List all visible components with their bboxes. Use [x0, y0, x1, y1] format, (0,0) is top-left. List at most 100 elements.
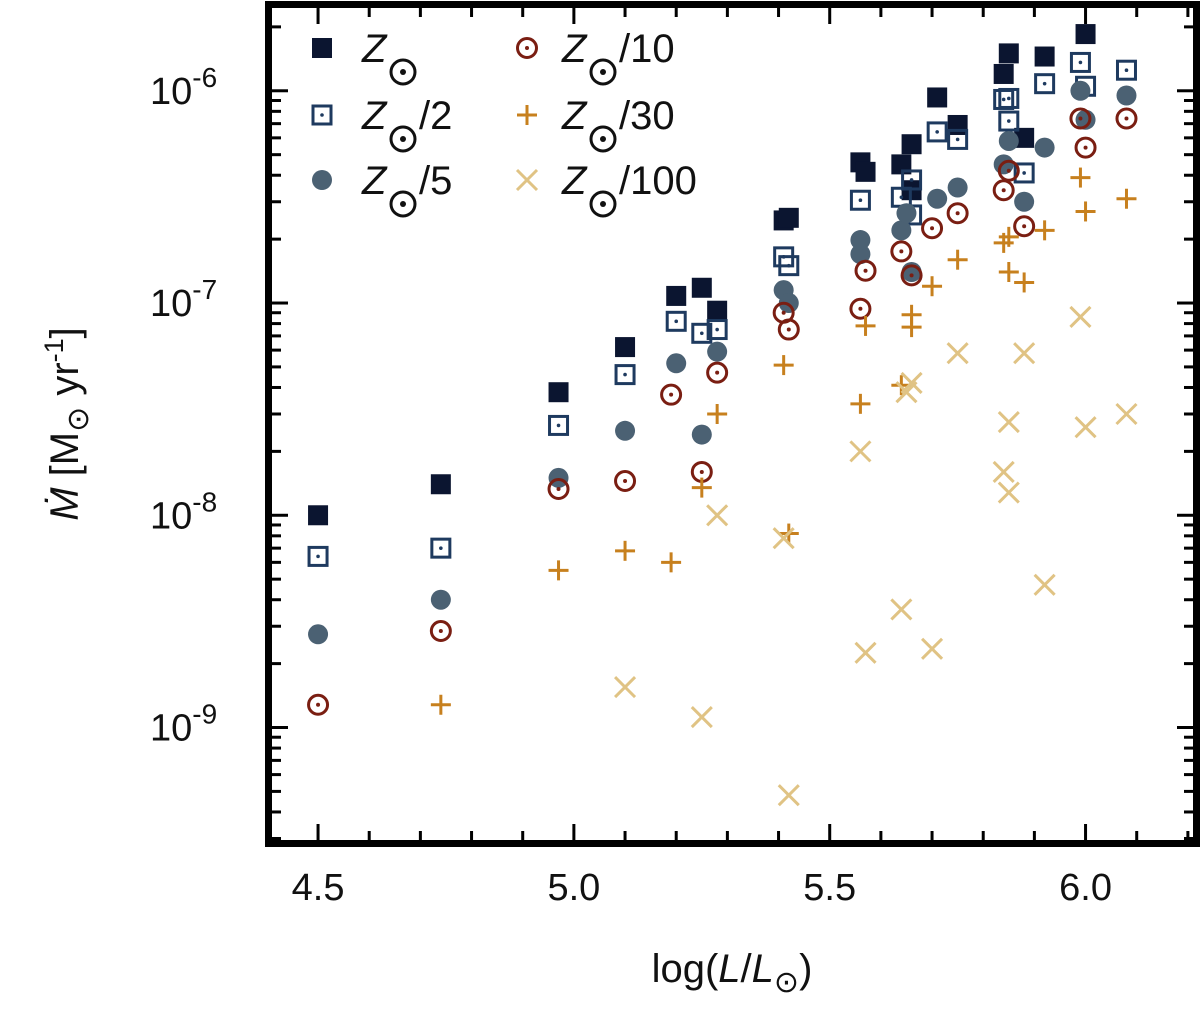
sun-symbol-dot [600, 69, 606, 75]
data-point [998, 87, 1020, 109]
data-point [308, 624, 329, 645]
data-point [998, 226, 1019, 247]
data-point [1013, 215, 1036, 238]
data-point [665, 310, 687, 332]
data-point [1075, 201, 1096, 222]
data-point [777, 318, 800, 341]
series-6 [613, 305, 1138, 807]
legend-marker [515, 168, 539, 192]
data-point [998, 110, 1020, 132]
data-point [666, 285, 687, 306]
data-point [998, 130, 1019, 151]
data-point [855, 161, 876, 182]
data-point [614, 470, 637, 493]
data-point [901, 304, 922, 325]
data-point [615, 337, 636, 358]
data-point [666, 353, 687, 374]
data-point [850, 393, 871, 414]
sun-symbol-icon [389, 190, 417, 218]
sun-symbol-dot [400, 69, 406, 75]
data-point [927, 87, 948, 108]
data-point [773, 355, 794, 376]
data-point [1069, 107, 1092, 130]
data-point [947, 177, 968, 198]
data-point [778, 255, 800, 277]
data-point [947, 114, 968, 135]
data-point [900, 371, 923, 395]
y-axis-title: Ṁ [M⊙ yr-1] [39, 327, 95, 521]
sun-symbol-icon [589, 190, 617, 218]
data-point [661, 552, 682, 573]
data-point [707, 341, 728, 362]
legend-label: Z [361, 27, 388, 71]
sun-symbol-dot [400, 201, 406, 207]
x-tick-label: 4.5 [292, 867, 345, 909]
y-tick-label: 10-8 [150, 486, 217, 537]
data-point [947, 249, 968, 270]
legend-marker [312, 170, 332, 190]
data-point [992, 179, 1015, 202]
data-point [1013, 342, 1036, 365]
axis-labels: 4.5 5.0 5.5 6.0 10-9 10-8 10-7 10-6 [150, 62, 1112, 909]
sun-symbol-icon [389, 125, 417, 153]
data-point [1070, 167, 1091, 188]
data-point [891, 154, 912, 175]
y-tick-label: 10-7 [150, 274, 217, 325]
legend-label-suffix: /5 [419, 159, 452, 203]
data-point [615, 420, 636, 441]
data-point [691, 277, 712, 298]
data-point [855, 315, 876, 336]
sun-symbol-icon [589, 125, 617, 153]
sun-symbol-dot [600, 136, 606, 142]
series-4 [307, 107, 1138, 716]
data-point [777, 784, 800, 807]
legend-label: Z [561, 159, 588, 203]
legend-label: Z [361, 94, 388, 138]
data-point [946, 342, 969, 365]
data-point [1116, 85, 1137, 106]
data-point [891, 220, 912, 241]
data-point [1070, 80, 1091, 101]
data-point [660, 383, 683, 406]
data-point [1069, 51, 1091, 73]
data-point [901, 169, 923, 191]
data-point [1034, 46, 1055, 67]
y-tick-label: 10-6 [150, 62, 217, 113]
data-point [307, 545, 329, 567]
x-tick-label: 6.0 [1059, 867, 1112, 909]
data-point [1013, 162, 1035, 184]
data-point [707, 300, 728, 321]
data-point [1115, 107, 1138, 130]
data-point [998, 262, 1019, 283]
legend-marker [517, 105, 537, 125]
data-point [1034, 73, 1056, 95]
data-point [890, 598, 913, 621]
data-point [926, 121, 948, 143]
data-point [706, 319, 728, 341]
data-point [1115, 59, 1137, 81]
data-point [920, 637, 944, 660]
data-point [1115, 402, 1138, 426]
legend: ZZ/2Z/5Z/10Z/30Z/100 [311, 27, 697, 218]
y-tick-label: 10-9 [150, 699, 217, 750]
data-point [772, 527, 795, 550]
data-point [890, 240, 913, 263]
data-point [849, 440, 872, 463]
x-tick-label: 5.0 [547, 867, 600, 909]
legend-label: Z [561, 27, 588, 71]
data-point [992, 460, 1015, 484]
data-point [430, 694, 451, 715]
data-point [690, 706, 713, 729]
data-point [548, 467, 569, 488]
legend-marker [312, 38, 332, 58]
data-points [307, 24, 1138, 807]
x-axis-title: log(L/L⊙) [652, 947, 813, 999]
data-point [997, 410, 1020, 434]
legend-label-suffix: /100 [619, 159, 697, 203]
data-point [900, 264, 923, 287]
data-point [1069, 305, 1092, 328]
data-point [927, 188, 948, 209]
data-point [1075, 24, 1096, 45]
data-point [854, 641, 877, 664]
